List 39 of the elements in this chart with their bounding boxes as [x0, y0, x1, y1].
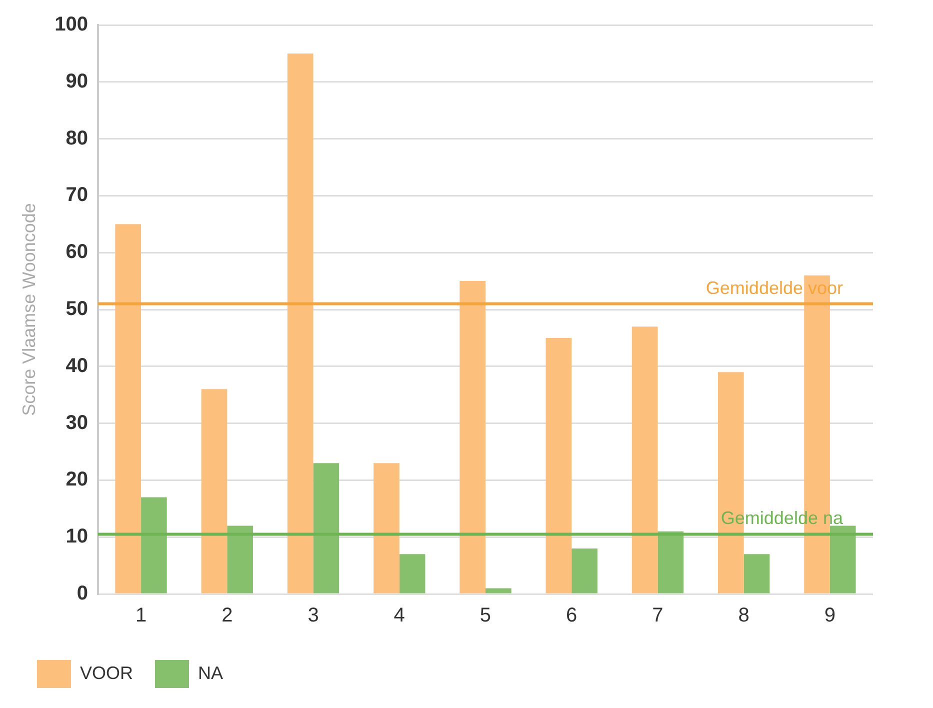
- y-tick-label: 20: [66, 468, 88, 491]
- x-tick-label: 9: [824, 604, 836, 627]
- bar: [374, 463, 400, 594]
- y-tick-label: 70: [66, 184, 88, 206]
- y-tick-label: 10: [66, 526, 88, 548]
- x-tick-label: 3: [308, 604, 319, 627]
- bar: [744, 554, 770, 594]
- bar: [399, 554, 426, 594]
- x-tick-label: 2: [222, 604, 233, 627]
- y-tick-label: 100: [54, 14, 88, 36]
- y-tick-label: 60: [66, 241, 88, 264]
- x-tick-label: 4: [394, 604, 405, 627]
- bar: [460, 281, 486, 594]
- y-tick-label: 30: [66, 412, 88, 434]
- bar: [546, 338, 572, 594]
- bar: [141, 497, 167, 594]
- x-tick-label: 1: [135, 604, 147, 627]
- bar: [830, 526, 856, 594]
- y-tick-label: 90: [66, 70, 88, 92]
- bar: [201, 389, 228, 594]
- x-tick-label: 6: [566, 604, 578, 627]
- bar: [227, 526, 253, 594]
- x-tick-label: 7: [652, 604, 664, 627]
- bar: [572, 548, 598, 594]
- x-tick-label: 8: [738, 604, 750, 627]
- bar: [632, 326, 658, 594]
- y-tick-label: 40: [66, 354, 88, 377]
- bar: [658, 531, 684, 594]
- bar: [115, 224, 142, 594]
- x-tick-label: 5: [480, 604, 492, 627]
- y-axis-title: Score Vlaamse Wooncode: [18, 203, 39, 416]
- y-tick-label: 0: [76, 582, 88, 605]
- bar: [313, 463, 340, 594]
- y-tick-label: 80: [66, 127, 88, 150]
- legend-label: NA: [198, 662, 224, 683]
- legend-label: VOOR: [80, 662, 134, 683]
- y-tick-label: 50: [66, 298, 88, 320]
- bar: [287, 53, 314, 594]
- bar: [485, 588, 512, 594]
